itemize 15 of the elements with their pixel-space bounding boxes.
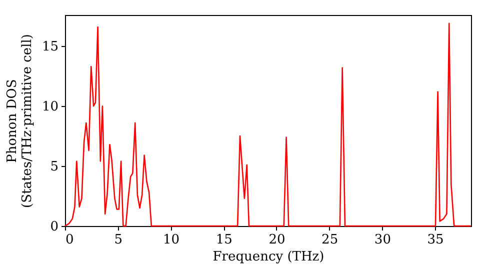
y-tick-label: 10 <box>42 100 58 115</box>
x-axis-title: Frequency (THz) <box>212 250 324 264</box>
x-tick-label: 35 <box>427 232 444 248</box>
x-tick-label: 15 <box>216 232 232 248</box>
x-tick-label: 0 <box>66 232 74 248</box>
x-tick-label: 10 <box>162 232 180 248</box>
y-axis-title: Phonon DOS (States/THz·primitive cell) <box>4 34 35 208</box>
x-tick-label: 20 <box>268 232 286 248</box>
y-tick-label: 5 <box>50 160 58 175</box>
y-tick-label: 15 <box>42 40 58 55</box>
x-tick-label: 30 <box>374 232 391 248</box>
x-tick-label: 5 <box>114 232 123 248</box>
y-tick-label: 0 <box>50 220 58 234</box>
line-series <box>64 22 472 227</box>
x-tick-label: 25 <box>322 232 338 248</box>
